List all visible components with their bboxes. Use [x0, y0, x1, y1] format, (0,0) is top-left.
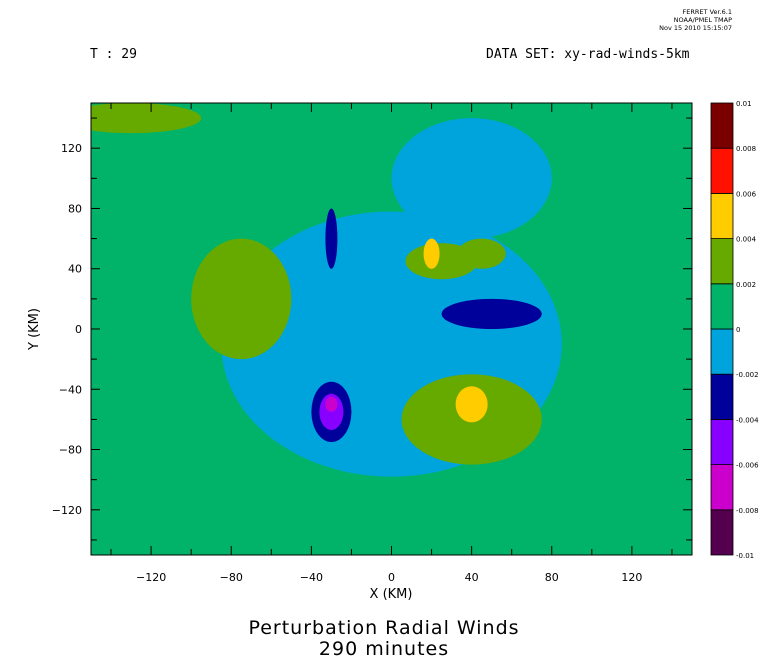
- time-step-label: T : 29: [90, 47, 137, 62]
- colorbar-label: -0.006: [736, 462, 759, 470]
- x-axis-label: X (KM): [370, 587, 413, 602]
- y-tick-label: 120: [61, 142, 82, 155]
- y-tick-label: 80: [68, 202, 82, 215]
- colorbar-label: 0.002: [736, 281, 756, 289]
- colorbar-label: 0: [736, 326, 740, 334]
- colorbar-swatch: [710, 283, 734, 330]
- field-region: [423, 238, 440, 269]
- field-region: [325, 396, 338, 412]
- x-tick-label: −80: [220, 571, 243, 584]
- colorbar-label: 0.008: [736, 145, 756, 153]
- colorbar-swatch: [710, 192, 734, 239]
- colorbar-swatch: [710, 328, 734, 375]
- dataset-label: DATA SET: xy-rad-winds-5km: [486, 47, 690, 62]
- colorbar-label: -0.01: [736, 552, 754, 560]
- stamp-line-1: FERRET Ver.6.1: [682, 8, 732, 16]
- x-tick-label: 0: [388, 571, 395, 584]
- colorbar-swatch: [710, 102, 734, 149]
- plot-subtitle: 290 minutes: [318, 638, 450, 660]
- colorbar-label: 0.004: [736, 236, 757, 244]
- colorbar-swatch: [710, 464, 734, 511]
- colorbar-swatch: [710, 373, 734, 420]
- contour-field: [91, 103, 692, 555]
- x-tick-label: 120: [621, 571, 642, 584]
- colorbar-label: -0.002: [736, 371, 759, 379]
- field-region: [325, 208, 338, 269]
- stamp-line-2: NOAA/PMEL TMAP: [673, 16, 732, 24]
- y-tick-label: 40: [68, 263, 82, 276]
- x-tick-label: −120: [136, 571, 166, 584]
- field-region: [457, 238, 506, 269]
- y-tick-label: −40: [59, 383, 82, 396]
- field-region: [91, 103, 202, 134]
- colorbar-label: -0.004: [736, 416, 759, 424]
- colorbar-swatch: [710, 238, 734, 285]
- x-tick-label: −40: [300, 571, 323, 584]
- colorbar-swatch: [710, 147, 734, 194]
- colorbar-label: -0.008: [736, 507, 759, 515]
- x-tick-label: 80: [545, 571, 559, 584]
- y-axis-label: Y (KM): [27, 308, 42, 351]
- field-region: [441, 298, 542, 329]
- plot-title: Perturbation Radial Winds: [248, 617, 520, 639]
- colorbar-label: 0.006: [736, 190, 757, 198]
- field-region: [191, 238, 292, 360]
- field-region: [455, 386, 488, 423]
- colorbar: -0.01 -0.008 -0.006 -0.004 -0.002 0 0.002 0.004…: [710, 100, 759, 560]
- x-tick-label: 40: [465, 571, 479, 584]
- colorbar-swatch: [710, 509, 734, 556]
- stamp-line-3: Nov 15 2010 15:15:07: [659, 24, 732, 32]
- field-region: [319, 393, 344, 430]
- ferret-stamp: FERRET Ver.6.1 NOAA/PMEL TMAP Nov 15 201…: [659, 8, 732, 32]
- axis-ticks: −120 −80 −40 0 40 80 120 −120 −80 −40 0 40 80 120: [52, 103, 692, 584]
- y-tick-label: −80: [59, 444, 82, 457]
- y-tick-label: 0: [75, 323, 82, 336]
- field-region: [391, 118, 552, 239]
- y-tick-label: −120: [52, 504, 82, 517]
- colorbar-label: 0.01: [736, 100, 752, 108]
- colorbar-swatch: [710, 418, 734, 465]
